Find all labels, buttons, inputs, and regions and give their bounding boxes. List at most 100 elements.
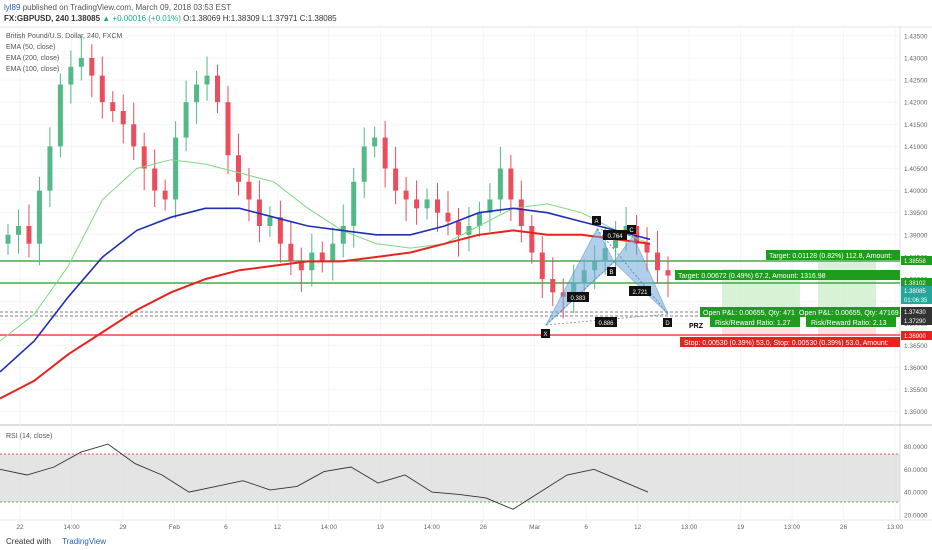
price-tick-label: 1.42000 — [904, 100, 928, 107]
open-pnl-1[interactable]: Open P&L: 0.00655, Qty: 471 — [700, 307, 800, 317]
candle-body — [89, 57, 95, 76]
price-tick-label: 1.39000 — [904, 232, 928, 239]
candle-body — [435, 199, 441, 213]
rr-ratio-1[interactable]: Risk/Reward Ratio: 1.27 — [710, 317, 800, 327]
candle-body — [78, 57, 84, 67]
legend-ema50[interactable]: EMA (50, close) — [6, 44, 55, 51]
footer: Created with TradingView — [0, 534, 932, 550]
candle-body — [550, 279, 556, 293]
publish-text: published on TradingView.com, March 09, … — [22, 3, 232, 12]
price-tick-label: 1.39500 — [904, 210, 928, 217]
svg-text:1.37430: 1.37430 — [904, 310, 926, 316]
time-tick-label: 19 — [737, 524, 745, 531]
candle-body — [644, 243, 650, 253]
candle-body — [215, 75, 221, 103]
ema50-line — [0, 159, 651, 342]
stop-label[interactable]: Stop: 0.00530 (0.39%) 53.0, Stop: 0.0053… — [680, 337, 900, 347]
time-tick-label: 19 — [377, 524, 385, 531]
svg-text:0.383: 0.383 — [570, 296, 586, 302]
prz-label: PRZ — [689, 323, 704, 330]
time-tick-label: 13:00 — [887, 524, 904, 531]
point-x: X — [541, 329, 550, 338]
svg-text:0.886: 0.886 — [598, 321, 614, 327]
candle-body — [36, 190, 42, 244]
legend-ema200[interactable]: EMA (200, close) — [6, 55, 59, 62]
time-tick-label: 12 — [274, 524, 282, 531]
candle-body — [288, 243, 294, 262]
legend-title: British Pound/U.S. Dollar, 240, FXCM — [6, 33, 122, 40]
svg-text:B: B — [609, 270, 613, 276]
publish-line: lyl89 published on TradingView.com, Marc… — [4, 3, 231, 12]
point-c: C — [627, 225, 636, 234]
candle-body — [508, 168, 514, 200]
candle-body — [655, 252, 661, 271]
time-tick-label: 14:00 — [424, 524, 441, 531]
harmonic-pattern[interactable]: X A B C D 0.764 0.383 2.721 0.886 PRZ — [541, 216, 704, 338]
rsi-tick-label: 20.0000 — [904, 513, 928, 520]
open-pnl-2[interactable]: Open P&L: 0.00655, Qty: 47169 — [796, 307, 900, 317]
candle-body — [634, 226, 640, 244]
ratio-bd: 2.721 — [629, 286, 651, 296]
candle-body — [539, 252, 545, 280]
rsi-line — [0, 443, 649, 510]
price-tick-label: 1.43500 — [904, 33, 928, 40]
svg-text:Target: 0.00672 (0.49%) 67.2,: Target: 0.00672 (0.49%) 67.2, Amount: 13… — [678, 273, 826, 280]
target2-label[interactable]: Target: 0.01128 (0.82%) 112.8, Amount: — [766, 250, 900, 260]
rsi-band — [0, 454, 900, 502]
price-axis[interactable]: 1.43500 1.43000 1.42500 1.42000 1.41500 1.410… — [904, 33, 928, 416]
target-zone-2[interactable] — [818, 260, 876, 314]
time-tick-label: Feb — [169, 524, 181, 531]
time-axis[interactable]: 22 14:00 29 Feb 6 12 14:00 19 14:00 26 Mar 6 12 13:00… — [16, 524, 903, 531]
candle-body — [183, 102, 189, 138]
time-tick-label: 14:00 — [63, 524, 80, 531]
candle-body — [518, 199, 524, 226]
svg-text:Open P&L: 0.00655, Qty: 47169: Open P&L: 0.00655, Qty: 47169 — [799, 310, 899, 317]
time-tick-label: 14:00 — [321, 524, 338, 531]
rsi-axis: 80.0000 60.0000 40.0000 20.0000 — [904, 444, 928, 520]
candle-body — [68, 66, 74, 85]
candle-body — [361, 146, 367, 182]
svg-text:X: X — [543, 332, 547, 338]
svg-text:2.721: 2.721 — [632, 290, 648, 296]
candle-body — [246, 181, 252, 200]
target1-label[interactable]: Target: 0.00672 (0.49%) 67.2, Amount: 13… — [675, 270, 900, 280]
candle-body — [5, 234, 11, 244]
time-tick-label: 13:00 — [784, 524, 801, 531]
time-tick-label: 6 — [584, 524, 588, 531]
svg-text:Open P&L: 0.00655, Qty: 471: Open P&L: 0.00655, Qty: 471 — [703, 310, 795, 317]
price-tick-label: 1.35500 — [904, 387, 928, 394]
ratio-ac: 0.383 — [567, 292, 589, 302]
time-tick-label: 12 — [634, 524, 642, 531]
candle-body — [131, 124, 137, 147]
rr-ratio-2[interactable]: Risk/Reward Ratio: 2.13 — [806, 317, 896, 327]
candle-body — [162, 190, 168, 200]
svg-text:1.38558: 1.38558 — [904, 259, 926, 265]
author-link[interactable]: lyl89 — [4, 3, 21, 12]
candle-body — [529, 226, 535, 253]
rsi-legend[interactable]: RSI (14, close) — [6, 433, 52, 440]
candle-body — [372, 137, 378, 147]
svg-text:01:06:35: 01:06:35 — [904, 298, 928, 304]
ema-lines — [0, 159, 651, 400]
candle-body — [340, 226, 346, 244]
candle-body — [57, 84, 63, 147]
svg-text:D: D — [665, 321, 670, 327]
candle-body — [267, 217, 273, 226]
candle-body — [319, 252, 325, 262]
candle-body — [330, 243, 336, 262]
candle-body — [351, 181, 357, 226]
rsi-tick-label: 80.0000 — [904, 444, 928, 451]
svg-text:Stop: 0.00530 (0.39%) 53.0, St: Stop: 0.00530 (0.39%) 53.0, Stop: 0.0053… — [684, 340, 889, 347]
tradingview-logo[interactable]: TradingView — [62, 537, 107, 546]
candle-body — [99, 75, 105, 103]
price-chart[interactable]: British Pound/U.S. Dollar, 240, FXCM EMA… — [0, 0, 932, 534]
svg-text:C: C — [629, 228, 634, 234]
time-tick-label: 22 — [16, 524, 24, 531]
candle-body — [393, 168, 399, 191]
symbol: FX:GBPUSD, 240 1.38085 — [4, 14, 101, 23]
svg-text:1.38085: 1.38085 — [904, 289, 926, 295]
candle-body — [497, 168, 503, 200]
candle-body — [487, 199, 493, 213]
time-tick-label: 26 — [840, 524, 848, 531]
legend-ema100[interactable]: EMA (100, close) — [6, 66, 59, 73]
